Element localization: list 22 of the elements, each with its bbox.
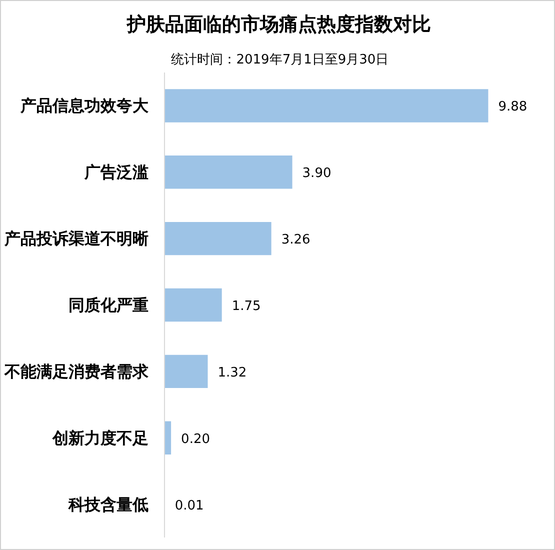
y-tick-label: 不能满足消费者需求: [4, 362, 150, 381]
y-tick-label: 产品投诉渠道不明晰: [4, 229, 148, 248]
y-tick-label: 同质化严重: [68, 296, 148, 314]
data-label: 1.75: [232, 299, 261, 314]
data-label: 3.90: [302, 166, 332, 182]
y-tick-label: 产品信息功效夸大: [20, 96, 150, 116]
chart-subtitle: 统计时间：2019年7月1日至9月30日: [171, 52, 389, 68]
y-tick-label: 科技含量低: [68, 494, 148, 514]
bar: [164, 354, 208, 388]
bar: [164, 288, 222, 322]
bar: [164, 156, 292, 189]
y-tick-label: 广告泛滥: [84, 162, 148, 182]
bar: [164, 421, 172, 454]
chart-title: 护肤品面临的市场痛点热度指数对比: [126, 14, 431, 36]
y-tick-label: 创新力度不足: [52, 428, 148, 448]
data-label: 0.20: [181, 432, 210, 447]
data-label: 3.26: [281, 232, 310, 248]
data-label: 1.32: [218, 365, 247, 380]
data-label: 9.88: [498, 100, 528, 115]
bar: [164, 89, 488, 122]
bar: [164, 222, 272, 256]
data-label: 0.01: [174, 498, 204, 514]
